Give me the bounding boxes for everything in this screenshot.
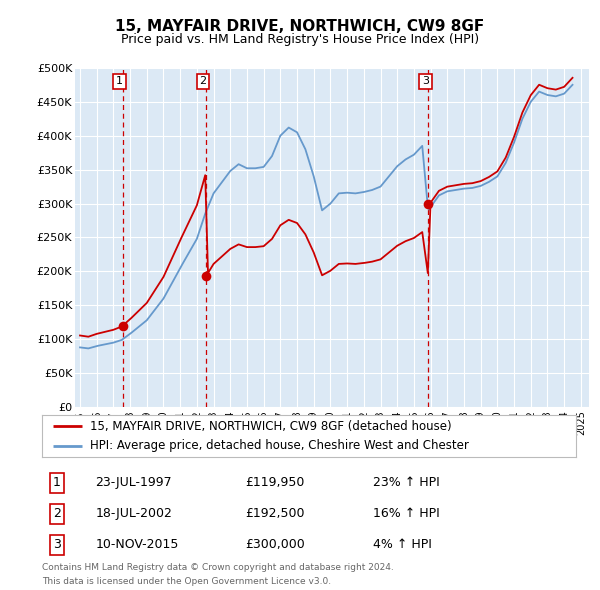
Text: 23-JUL-1997: 23-JUL-1997 [95, 476, 172, 489]
Text: 15, MAYFAIR DRIVE, NORTHWICH, CW9 8GF (detached house): 15, MAYFAIR DRIVE, NORTHWICH, CW9 8GF (d… [90, 419, 452, 432]
Text: £300,000: £300,000 [245, 539, 305, 552]
Text: Contains HM Land Registry data © Crown copyright and database right 2024.: Contains HM Land Registry data © Crown c… [42, 563, 394, 572]
Text: This data is licensed under the Open Government Licence v3.0.: This data is licensed under the Open Gov… [42, 577, 331, 586]
Text: 3: 3 [422, 76, 429, 86]
Text: 18-JUL-2002: 18-JUL-2002 [95, 507, 172, 520]
Text: 3: 3 [53, 539, 61, 552]
Text: £119,950: £119,950 [245, 476, 304, 489]
Text: 1: 1 [116, 76, 123, 86]
Text: £192,500: £192,500 [245, 507, 304, 520]
Text: 1: 1 [53, 476, 61, 489]
Text: 2: 2 [199, 76, 206, 86]
Text: HPI: Average price, detached house, Cheshire West and Chester: HPI: Average price, detached house, Ches… [90, 440, 469, 453]
Text: Price paid vs. HM Land Registry's House Price Index (HPI): Price paid vs. HM Land Registry's House … [121, 33, 479, 46]
Text: 15, MAYFAIR DRIVE, NORTHWICH, CW9 8GF: 15, MAYFAIR DRIVE, NORTHWICH, CW9 8GF [115, 19, 485, 34]
Text: 16% ↑ HPI: 16% ↑ HPI [373, 507, 440, 520]
Text: 10-NOV-2015: 10-NOV-2015 [95, 539, 179, 552]
Text: 2: 2 [53, 507, 61, 520]
Text: 23% ↑ HPI: 23% ↑ HPI [373, 476, 440, 489]
Text: 4% ↑ HPI: 4% ↑ HPI [373, 539, 432, 552]
